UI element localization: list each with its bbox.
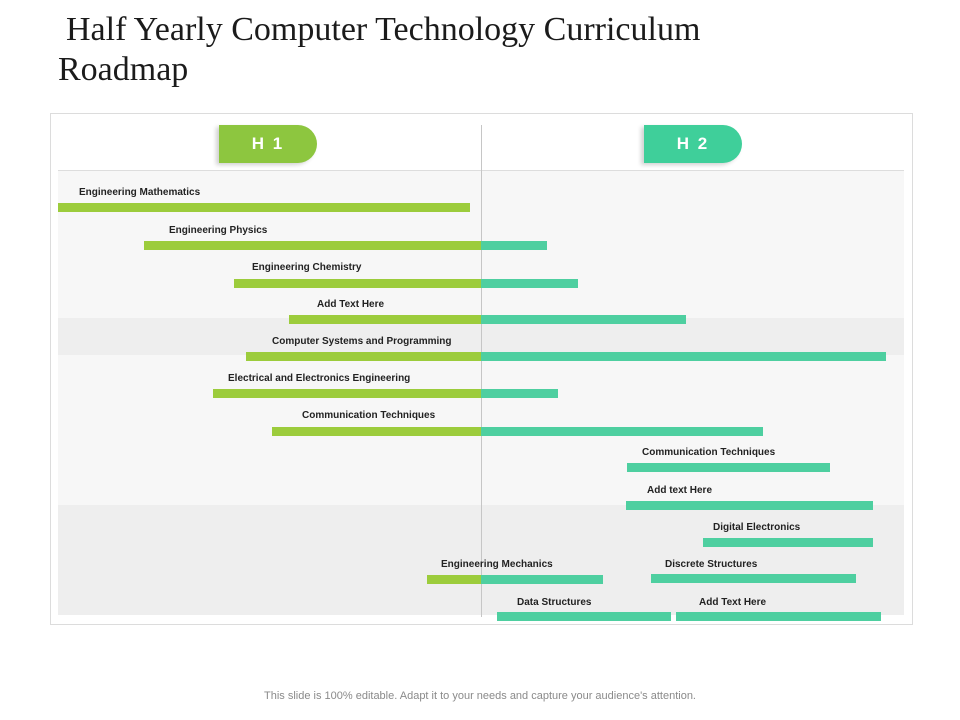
item-label: Add text Here [647, 485, 713, 496]
item-label: Add Text Here [317, 299, 385, 310]
footer-note: This slide is 100% editable. Adapt it to… [264, 690, 696, 702]
h2-bar [703, 538, 873, 547]
h2-bar [481, 241, 547, 250]
h2-bar [497, 612, 671, 621]
h2-bar [651, 574, 856, 583]
item-label: Discrete Structures [665, 559, 758, 570]
item-label: Engineering Mechanics [441, 559, 553, 570]
h2-badge: H 2 [644, 125, 742, 163]
h1-bar [272, 427, 481, 436]
h2-bar [481, 427, 763, 436]
h2-bar [481, 575, 603, 584]
h2-bar [481, 279, 578, 288]
item-label: Add Text Here [699, 597, 767, 608]
item-label: Computer Systems and Programming [272, 336, 452, 347]
page-title: Half Yearly Computer Technology Curricul… [58, 11, 701, 88]
h1-bar [213, 389, 481, 398]
item-label: Data Structures [517, 597, 592, 608]
h1-bar [289, 315, 481, 324]
half-divider [481, 125, 482, 617]
h1-bar [144, 241, 481, 250]
item-label: Engineering Physics [169, 225, 268, 236]
h2-bar [676, 612, 881, 621]
item-label: Communication Techniques [642, 447, 776, 458]
h2-bar [481, 352, 886, 361]
h1-bar [234, 279, 481, 288]
h2-bar [626, 501, 873, 510]
h2-bar [627, 463, 830, 472]
item-label: Communication Techniques [302, 410, 436, 421]
h1-badge: H 1 [219, 125, 317, 163]
item-label: Engineering Mathematics [79, 187, 201, 198]
h1-bar [246, 352, 481, 361]
h2-bar [481, 315, 686, 324]
item-label: Electrical and Electronics Engineering [228, 373, 411, 384]
h2-bar [481, 389, 558, 398]
h1-bar [58, 203, 470, 212]
item-label: Engineering Chemistry [252, 262, 362, 273]
h1-bar [427, 575, 481, 584]
item-label: Digital Electronics [713, 522, 801, 533]
